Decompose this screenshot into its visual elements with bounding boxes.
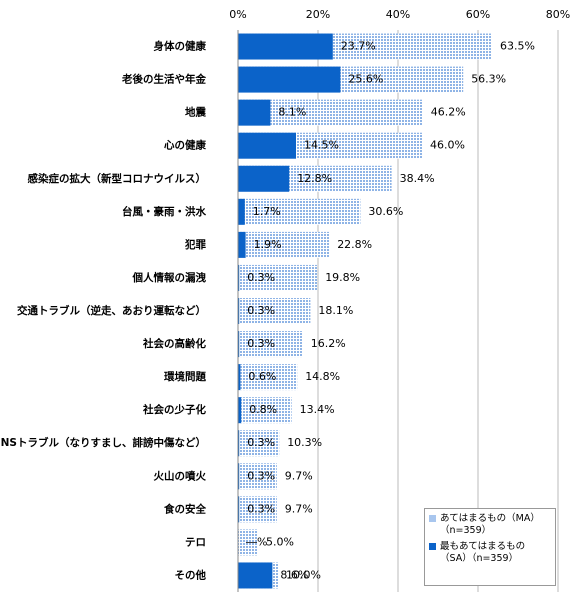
value-label: 13.4% xyxy=(300,403,335,416)
bar xyxy=(238,397,242,424)
x-tick-label: 60% xyxy=(466,8,490,21)
bar xyxy=(238,430,280,457)
x-tick-label: 40% xyxy=(386,8,410,21)
value-label: 46.2% xyxy=(431,106,466,119)
legend-item: 最もあてはまるもの（SA）（n=359） xyxy=(429,541,551,565)
value-label: 56.3% xyxy=(471,73,506,86)
value-label: 8.6% xyxy=(280,568,308,581)
bar xyxy=(238,231,330,258)
value-label: 63.5% xyxy=(500,40,535,53)
y-tick-label: 交通トラブル（逆走、あおり運転など） xyxy=(17,304,206,317)
bar xyxy=(238,496,240,523)
bar xyxy=(238,99,271,126)
y-tick-label: 老後の生活や年金 xyxy=(121,73,206,86)
x-tick-label: 80% xyxy=(546,8,570,21)
value-label: 0.3% xyxy=(247,436,275,449)
bar xyxy=(238,264,240,291)
value-label: 9.7% xyxy=(285,502,313,515)
bar xyxy=(238,165,290,192)
bar xyxy=(238,331,303,358)
bar xyxy=(238,397,292,424)
y-tick-label: 身体の健康 xyxy=(154,40,207,53)
y-tick-label: 火山の噴火 xyxy=(154,469,207,482)
y-tick-label: 食の安全 xyxy=(163,502,206,515)
value-label: 14.8% xyxy=(305,370,340,383)
y-tick-label: テロ xyxy=(185,536,206,548)
legend-item: あてはまるもの（MA）（n=359） xyxy=(429,513,551,537)
value-label: 30.6% xyxy=(368,205,403,218)
bar xyxy=(238,264,318,291)
value-label: 0.8% xyxy=(249,403,277,416)
legend-label: 最もあてはまるもの（SA）（n=359） xyxy=(440,541,526,564)
value-label: 23.7% xyxy=(341,40,376,53)
bar xyxy=(238,198,361,225)
bar xyxy=(238,463,277,490)
value-label: 38.4% xyxy=(400,172,435,185)
bar xyxy=(238,364,298,391)
value-label: 0.3% xyxy=(247,304,275,317)
value-label: 46.0% xyxy=(430,139,465,152)
bar xyxy=(238,231,246,258)
y-tick-label: 社会の高齢化 xyxy=(142,337,206,350)
bar xyxy=(238,198,245,225)
bar xyxy=(238,298,311,324)
bar xyxy=(238,496,277,523)
x-tick-label: 0% xyxy=(229,8,246,21)
y-tick-label: SNSトラブル（なりすまし、誹謗中傷など） xyxy=(0,436,206,449)
value-label: 1.9% xyxy=(254,238,282,251)
bar xyxy=(238,331,240,358)
legend-swatch xyxy=(429,543,436,550)
y-tick-label: 台風・豪雨・洪水 xyxy=(122,205,206,218)
value-label: 16.2% xyxy=(311,337,346,350)
value-label: 18.1% xyxy=(318,304,353,317)
value-label: 22.8% xyxy=(337,238,372,251)
x-tick-label: 20% xyxy=(306,8,330,21)
bar xyxy=(238,463,240,490)
legend: あてはまるもの（MA）（n=359） 最もあてはまるもの（SA）（n=359） xyxy=(424,508,556,586)
y-tick-label: 地震 xyxy=(185,106,206,119)
value-label: 14.5% xyxy=(304,139,339,152)
value-label: 10.3% xyxy=(287,436,322,449)
bar xyxy=(238,364,241,391)
y-tick-label: 犯罪 xyxy=(184,238,206,251)
value-label: 0.3% xyxy=(247,469,275,482)
bar xyxy=(238,430,240,457)
value-label: 19.8% xyxy=(325,271,360,284)
bar xyxy=(238,132,296,159)
bar xyxy=(238,529,258,556)
y-tick-label: 社会の少子化 xyxy=(142,403,206,416)
y-tick-label: 環境問題 xyxy=(164,370,206,383)
legend-label: あてはまるもの（MA）（n=359） xyxy=(440,513,540,536)
y-tick-label: 個人情報の漏洩 xyxy=(132,271,207,284)
y-tick-label: 心の健康 xyxy=(164,139,206,152)
value-label: 0.3% xyxy=(247,502,275,515)
value-label: 8.1% xyxy=(278,106,306,119)
value-label: 0.3% xyxy=(247,337,275,350)
value-label: 0.6% xyxy=(248,370,276,383)
bar xyxy=(238,298,240,324)
bar xyxy=(238,33,333,60)
value-label: 0.3% xyxy=(247,271,275,284)
value-label: 12.8% xyxy=(297,172,332,185)
legend-swatch xyxy=(429,515,436,522)
value-label: 5.0% xyxy=(266,535,294,548)
y-tick-label: その他 xyxy=(175,568,207,581)
y-tick-label: 感染症の拡大（新型コロナウイルス） xyxy=(28,172,207,185)
value-label: 9.7% xyxy=(285,469,313,482)
value-label: ―% xyxy=(246,535,267,548)
value-label: 1.7% xyxy=(253,205,281,218)
bar xyxy=(238,562,273,589)
value-label: 10.0% xyxy=(286,568,321,581)
bar xyxy=(238,66,341,93)
value-label: 25.6% xyxy=(348,73,383,86)
